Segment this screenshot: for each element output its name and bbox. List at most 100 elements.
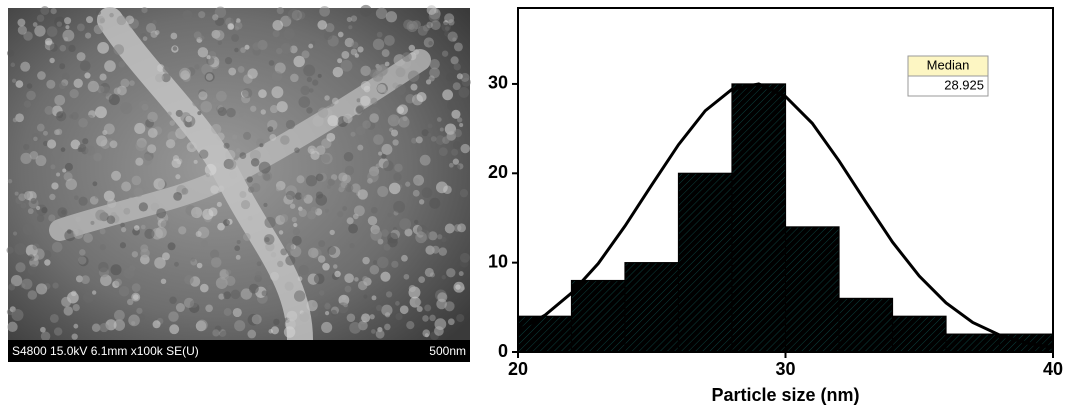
sem-grain	[119, 242, 127, 249]
sem-grain	[186, 141, 198, 153]
sem-grain	[90, 220, 95, 225]
sem-grain	[246, 176, 253, 183]
sem-grain	[113, 319, 126, 331]
sem-grain	[247, 215, 253, 221]
sem-grain	[209, 249, 220, 259]
sem-grain	[240, 200, 251, 210]
sem-grain	[428, 75, 435, 82]
sem-grain	[59, 44, 67, 52]
sem-grain	[271, 71, 283, 82]
sem-grain	[356, 125, 366, 136]
sem-grain	[243, 131, 252, 140]
sem-grain	[406, 20, 419, 33]
sem-grain	[79, 60, 91, 72]
sem-grain	[392, 139, 399, 146]
sem-grain	[294, 147, 300, 153]
sem-grain	[427, 123, 433, 129]
sem-grain	[199, 283, 209, 293]
stat-box-value	[907, 75, 989, 97]
sem-grain	[351, 41, 359, 49]
sem-grain	[337, 31, 344, 38]
sem-grain	[48, 214, 56, 222]
sem-grain	[441, 50, 449, 57]
sem-grain	[212, 329, 220, 337]
sem-grain	[388, 182, 401, 195]
sem-grain	[298, 96, 311, 108]
sem-grain	[317, 107, 329, 118]
sem-grain	[193, 159, 198, 164]
sem-grain	[60, 147, 66, 152]
sem-grain	[371, 295, 377, 301]
sem-grain	[383, 89, 388, 94]
sem-grain	[213, 30, 225, 41]
sem-grain	[147, 144, 157, 154]
sem-grain	[429, 314, 436, 322]
sem-grain	[200, 100, 212, 113]
sem-grain	[280, 15, 292, 27]
sem-grain	[327, 178, 335, 186]
sem-grain	[27, 254, 35, 261]
sem-grain	[192, 99, 200, 107]
sem-grain	[32, 22, 38, 27]
sem-grain	[23, 100, 32, 108]
sem-grain	[337, 58, 343, 64]
sem-grain	[312, 79, 319, 86]
sem-grain	[369, 265, 380, 275]
sem-grain	[293, 222, 298, 228]
y-tick-label: 20	[488, 162, 508, 182]
sem-grain	[72, 228, 79, 235]
sem-grain	[460, 286, 465, 291]
sem-grain	[75, 216, 81, 222]
sem-grain	[44, 37, 53, 46]
sem-grain	[141, 7, 148, 14]
sem-grain	[343, 302, 348, 308]
sem-grain	[211, 123, 222, 135]
sem-grain	[454, 164, 461, 171]
sem-grain	[20, 61, 31, 72]
sem-grain	[369, 314, 375, 320]
sem-grain	[8, 283, 16, 291]
sem-grain	[442, 136, 450, 144]
sem-grain	[131, 251, 139, 258]
sem-grain	[359, 4, 372, 17]
sem-grain	[308, 247, 319, 259]
sem-grain	[411, 137, 417, 144]
sem-grain	[367, 215, 378, 226]
sem-grain	[395, 301, 400, 306]
sem-grain	[224, 57, 233, 65]
sem-grain	[430, 20, 441, 31]
sem-grain	[61, 296, 72, 307]
sem-grain	[225, 275, 236, 286]
sem-grain	[357, 46, 364, 53]
sem-grain	[11, 309, 24, 322]
sem-grain	[452, 158, 460, 165]
sem-grain	[7, 49, 15, 57]
sem-grain	[345, 183, 354, 193]
sem-grain	[99, 243, 107, 251]
sem-grain	[69, 89, 79, 99]
sem-grain	[188, 321, 196, 328]
sem-grain	[350, 48, 358, 56]
sem-grain	[78, 255, 89, 267]
sem-grain	[167, 131, 178, 142]
sem-grain	[95, 209, 107, 221]
sem-grain	[348, 25, 353, 30]
sem-grain	[363, 85, 371, 93]
sem-grain	[293, 55, 305, 68]
sem-grain	[103, 190, 115, 202]
sem-grain	[21, 278, 33, 290]
sem-grain	[93, 152, 102, 162]
sem-grain	[457, 223, 467, 233]
sem-grain	[91, 323, 101, 333]
sem-grain	[249, 149, 261, 161]
sem-grain	[322, 262, 330, 271]
sem-grain	[360, 95, 371, 106]
sem-grain	[52, 282, 59, 289]
sem-grain	[330, 309, 337, 316]
sem-grain	[373, 134, 384, 145]
sem-grain	[110, 264, 122, 276]
sem-grain	[152, 20, 157, 25]
scale-bar-label: 500nm	[429, 344, 466, 358]
sem-grain	[324, 95, 330, 101]
